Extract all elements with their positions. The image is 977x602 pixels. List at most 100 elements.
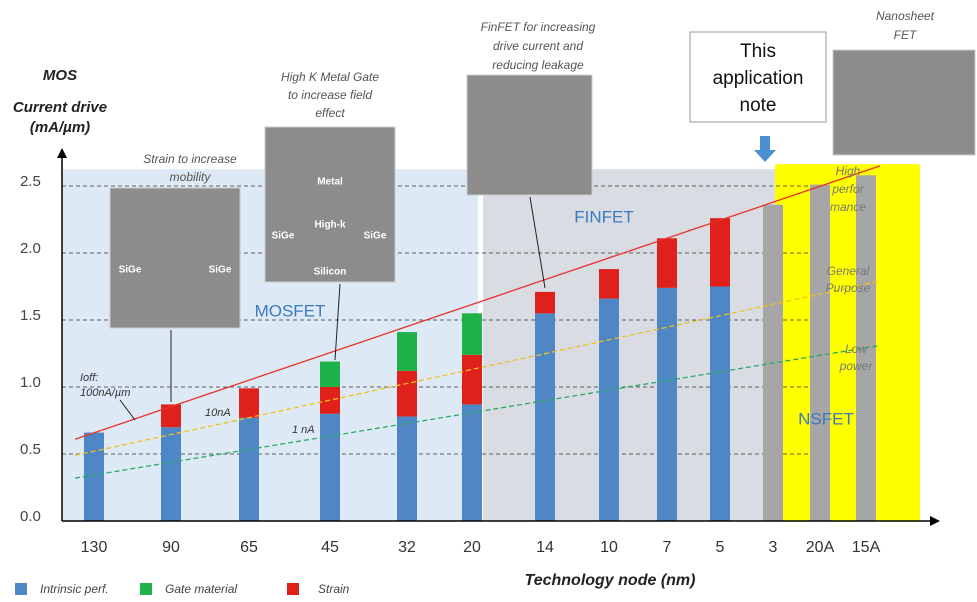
y-tick-label: 1.0 <box>20 374 41 391</box>
annotation: 10nA <box>205 407 231 419</box>
bar-segment <box>657 238 677 288</box>
note-arrow <box>754 136 776 162</box>
x-tick-label: 10 <box>600 539 618 556</box>
x-tick-label: 5 <box>716 539 725 556</box>
bar-segment <box>710 286 730 521</box>
photo <box>109 187 241 329</box>
note-text: application <box>713 68 804 89</box>
bar-segment <box>599 269 619 299</box>
annotation: General <box>827 264 870 278</box>
annotation: FET <box>894 28 918 42</box>
region-label: MOSFET <box>255 301 326 320</box>
legend-swatch <box>287 583 299 595</box>
bar-segment <box>161 427 181 521</box>
y-tick-label: 1.5 <box>20 307 41 324</box>
legend-label: Strain <box>318 582 350 596</box>
x-tick-label: 3 <box>769 539 778 556</box>
x-tick-label: 32 <box>398 539 416 556</box>
x-tick-label: 65 <box>240 539 258 556</box>
bar-segment <box>599 298 619 521</box>
photo-label: SiGe <box>272 231 295 242</box>
x-axis-arrow <box>930 516 940 526</box>
y-axis-label: MOS <box>43 67 77 84</box>
y-tick-label: 2.5 <box>20 173 41 190</box>
x-tick-label: 130 <box>81 539 108 556</box>
annotation: Nanosheet <box>876 9 935 23</box>
trend-line <box>74 165 881 440</box>
annotation: Strain to increase <box>143 152 237 166</box>
y-axis-label: Current drive <box>13 99 107 116</box>
x-axis-label: Technology node (nm) <box>525 572 696 589</box>
annotation: effect <box>315 106 345 120</box>
annotation: Ioff: <box>80 372 98 384</box>
y-tick-label: 2.0 <box>20 240 41 257</box>
pointer-arrow <box>529 196 546 289</box>
bar-segment <box>535 313 555 521</box>
y-axis-arrow <box>57 148 67 158</box>
annotation: Purpose <box>826 281 871 295</box>
note-text: note <box>740 95 777 116</box>
note-box <box>689 31 827 123</box>
y-tick-label: 0.0 <box>20 508 41 525</box>
photo-label: SiGe <box>209 265 232 276</box>
photo <box>264 126 396 283</box>
bar-segment <box>161 404 181 428</box>
note-text: This <box>740 41 776 62</box>
bar-segment <box>320 413 340 521</box>
region <box>775 164 920 521</box>
bar-segment <box>84 432 104 521</box>
photo-label: High-k <box>314 220 346 231</box>
annotation: perfor <box>831 182 864 196</box>
bar-segment <box>462 354 482 405</box>
annotation: mance <box>830 200 866 214</box>
annotation: to increase field <box>288 88 372 102</box>
annotation: drive current and <box>493 39 583 53</box>
y-tick-label: 0.5 <box>20 441 41 458</box>
bar-segment <box>710 218 730 287</box>
legend-label: Intrinsic perf. <box>40 582 109 596</box>
photo-label: Silicon <box>314 267 347 278</box>
bar-segment <box>462 404 482 521</box>
annotation: mobility <box>170 170 212 184</box>
trend-line <box>74 280 881 456</box>
x-tick-label: 90 <box>162 539 180 556</box>
legend-swatch <box>15 583 27 595</box>
legend-label: Gate material <box>165 582 237 596</box>
bar-segment <box>535 291 555 314</box>
bar-segment <box>397 416 417 521</box>
annotation: power <box>839 359 874 373</box>
annotation: FinFET for increasing <box>481 20 596 34</box>
photo-label: Metal <box>317 177 343 188</box>
photo-label: SiGe <box>119 265 142 276</box>
bar-segment <box>397 370 417 417</box>
bar-segment <box>320 361 340 387</box>
annotation: High <box>836 164 861 178</box>
bar-segment <box>239 417 259 521</box>
pointer-arrow <box>119 399 136 421</box>
photo <box>832 49 976 156</box>
bar-segment <box>810 184 830 521</box>
bar-segment <box>462 313 482 355</box>
x-tick-label: 45 <box>321 539 339 556</box>
x-tick-label: 20A <box>806 539 835 556</box>
bar-segment <box>657 287 677 521</box>
pointer-arrow <box>334 283 341 361</box>
y-axis-label: (mA/µm) <box>30 119 90 136</box>
annotation: Low <box>845 342 868 356</box>
region-label: NSFET <box>798 409 854 428</box>
legend-swatch <box>140 583 152 595</box>
region-label: FINFET <box>574 207 634 226</box>
bar-segment <box>397 332 417 371</box>
annotation: 100nA/µm <box>80 387 130 399</box>
photo-label: SiGe <box>364 231 387 242</box>
x-tick-label: 7 <box>663 539 672 556</box>
photo <box>466 74 593 196</box>
x-tick-label: 14 <box>536 539 554 556</box>
bar-segment <box>239 388 259 418</box>
x-tick-label: 15A <box>852 539 881 556</box>
annotation: 1 nA <box>292 424 315 436</box>
x-tick-label: 20 <box>463 539 481 556</box>
annotation: High K Metal Gate <box>281 70 379 84</box>
